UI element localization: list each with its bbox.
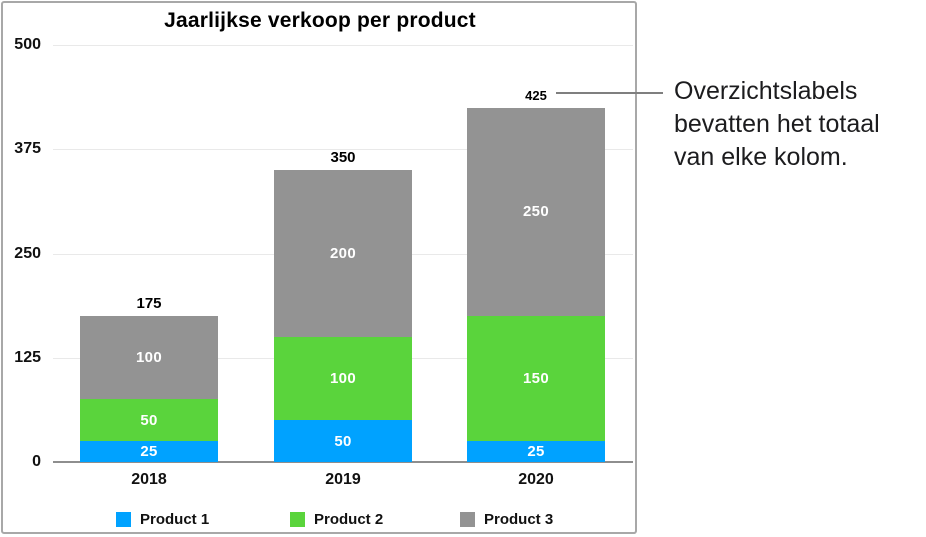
annotation-line-3: van elke kolom. [674,143,848,171]
chart-title: Jaarlijkse verkoop per product [164,9,476,32]
chart-panel [1,1,637,534]
annotation-line-2: bevatten het totaal [674,110,880,138]
annotation-text: Overzichtslabels bevatten het totaal van… [674,75,924,174]
annotation-line-1: Overzichtslabels [674,77,858,105]
callout-line [556,92,663,94]
